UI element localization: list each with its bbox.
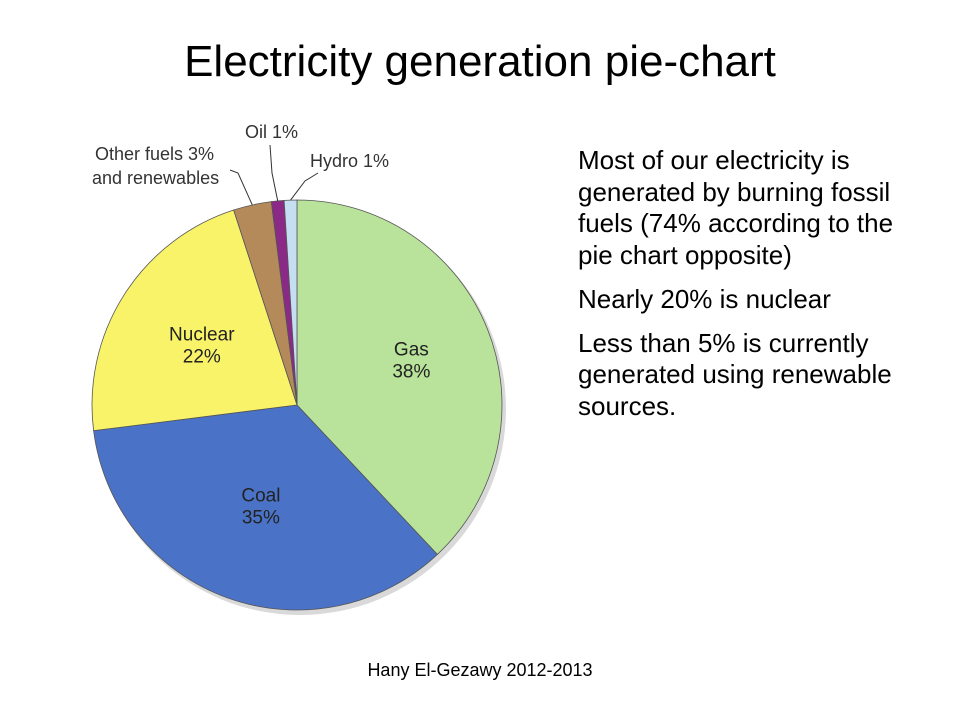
leader-line-oil [269, 144, 279, 202]
slide-title: Electricity generation pie-chart [184, 37, 776, 86]
callout-label-hydro: Hydro 1% [310, 151, 389, 171]
pie-chart: Gas 38% Coal 35% Nuclear 22% Other fuels 3% and… [80, 115, 520, 625]
pie-value-gas: 38% [392, 362, 430, 383]
callout-label-oil: Oil 1% [245, 122, 298, 142]
pie-value-coal: 35% [242, 507, 280, 528]
text-point-fossil-fuels: Most of our electricity is generated by … [578, 145, 894, 271]
leader-line-other [229, 169, 253, 206]
pie-slice-coal [93, 404, 438, 611]
pie-label-coal: Coal [241, 485, 280, 506]
pie-label-gas: Gas [394, 340, 429, 361]
text-point-nuclear: Nearly 20% is nuclear [578, 283, 831, 314]
pie-slice-nuclear [91, 209, 298, 432]
pie-label-nuclear: Nuclear [169, 325, 235, 346]
callout-label-other-line1: Other fuels 3% [95, 144, 214, 164]
slide-footer: Hany El-Gezawy 2012-2013 [367, 660, 593, 680]
leader-line-hydro [290, 172, 319, 201]
text-point-renewables: Less than 5% is currently generated usin… [578, 327, 892, 422]
pie-slice-gas [296, 199, 503, 556]
text-points: Most of our electricity is generated by … [578, 145, 908, 435]
callout-label-other-line2: and renewables [92, 168, 219, 188]
pie-value-nuclear: 22% [183, 347, 221, 368]
